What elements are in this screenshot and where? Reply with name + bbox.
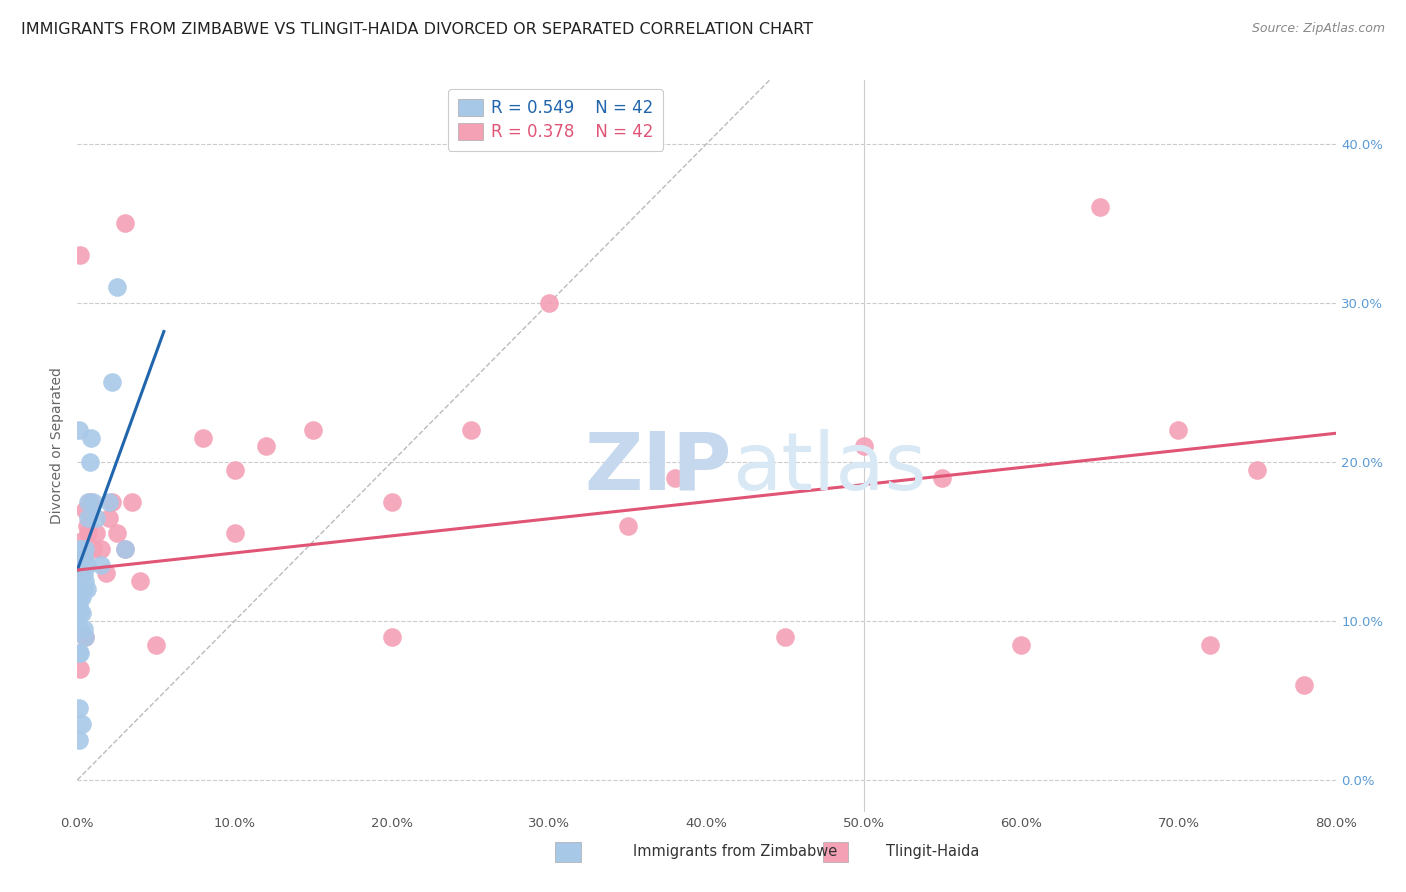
Point [1199,638,1222,652]
Point [101,494,124,508]
Point [114,216,136,230]
Point [67,423,90,437]
Point [69,248,91,262]
Point [852,439,875,453]
Point [75,542,97,557]
Point [79,455,101,469]
Point [75,574,97,589]
Point [72,622,94,636]
Legend: R = 0.549    N = 42, R = 0.378    N = 42: R = 0.549 N = 42, R = 0.378 N = 42 [447,88,664,151]
Point [70,542,93,557]
Point [664,471,686,485]
Point [381,630,404,644]
Point [121,494,143,508]
Text: IMMIGRANTS FROM ZIMBABWE VS TLINGIT-HAIDA DIVORCED OR SEPARATED CORRELATION CHAR: IMMIGRANTS FROM ZIMBABWE VS TLINGIT-HAID… [21,22,813,37]
Point [84,510,107,524]
Point [76,518,98,533]
Point [1167,423,1189,437]
Point [617,518,640,533]
Point [72,550,94,565]
Text: Immigrants from Zimbabwe: Immigrants from Zimbabwe [633,845,837,859]
Point [75,502,97,516]
Point [70,606,93,620]
Point [69,558,91,573]
Point [77,510,100,524]
Point [773,630,796,644]
Point [67,733,90,747]
Point [302,423,325,437]
Point [224,526,246,541]
Point [114,542,136,557]
Point [69,662,91,676]
Point [77,494,100,508]
Text: Source: ZipAtlas.com: Source: ZipAtlas.com [1251,22,1385,36]
Point [84,526,107,541]
Point [538,296,561,310]
Point [72,566,94,581]
Point [67,646,90,660]
Point [114,542,136,557]
Point [77,526,100,541]
Point [67,582,90,596]
Point [69,590,91,604]
Text: atlas: atlas [731,429,927,507]
Point [82,542,104,557]
Point [1010,638,1032,652]
Point [70,590,93,604]
Point [1294,677,1316,691]
Y-axis label: Divorced or Separated: Divorced or Separated [51,368,65,524]
Text: Tlingit-Haida: Tlingit-Haida [886,845,979,859]
Point [145,638,167,652]
Point [460,423,482,437]
Point [381,494,404,508]
Point [67,550,90,565]
Point [82,494,104,508]
Point [105,280,128,294]
Point [70,558,93,573]
Point [90,542,112,557]
Point [70,574,93,589]
Point [97,510,120,524]
Point [76,582,98,596]
Point [931,471,953,485]
Point [69,606,91,620]
Point [75,630,97,644]
Point [105,526,128,541]
Point [67,558,90,573]
Point [79,494,101,508]
Point [67,701,90,715]
Text: ZIP: ZIP [585,429,731,507]
Point [69,574,91,589]
Point [1088,201,1111,215]
Point [69,542,91,557]
Point [191,431,215,445]
Point [80,431,103,445]
Point [67,566,90,581]
Point [69,646,91,660]
Point [75,630,97,644]
Point [224,463,246,477]
Point [72,550,94,565]
Point [67,598,90,612]
Point [70,717,93,731]
Point [254,439,277,453]
Point [72,582,94,596]
Point [97,494,120,508]
Point [69,622,91,636]
Point [90,558,112,573]
Point [129,574,152,589]
Point [76,558,98,573]
Point [94,566,117,581]
Point [70,534,93,549]
Point [101,376,124,390]
Point [1246,463,1268,477]
Point [67,566,90,581]
